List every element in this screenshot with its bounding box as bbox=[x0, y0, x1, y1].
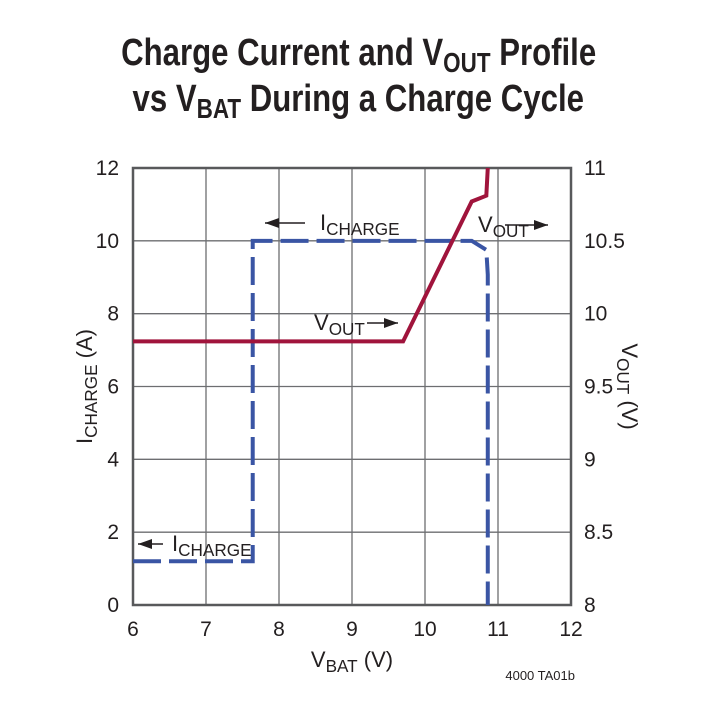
annotation-label-charge: ICHARGE bbox=[320, 210, 400, 239]
x-tick-label: 9 bbox=[346, 618, 358, 641]
y-right-tick-label: 10 bbox=[584, 303, 607, 326]
footnote-code: 4000 TA01b bbox=[505, 668, 575, 683]
y-right-tick-label: 8.5 bbox=[584, 521, 613, 544]
y-left-tick-label: 2 bbox=[107, 521, 119, 544]
y-right-tick-label: 10.5 bbox=[584, 230, 625, 253]
x-tick-label: 8 bbox=[273, 618, 285, 641]
series-line-vout bbox=[133, 167, 490, 344]
y-right-tick-label: 8 bbox=[584, 594, 596, 617]
arrow-right-icon bbox=[534, 220, 548, 230]
arrow-right-icon bbox=[384, 318, 398, 328]
arrow-left-icon bbox=[138, 539, 152, 549]
arrow-left-icon bbox=[265, 218, 279, 228]
annotation-label-out: VOUT bbox=[314, 310, 365, 339]
plot-frame bbox=[131, 166, 573, 607]
x-tick-label: 10 bbox=[413, 618, 436, 641]
y-right-tick-label: 9.5 bbox=[584, 376, 613, 399]
y-left-axis-label: ICHARGE (A) bbox=[72, 329, 101, 444]
chart-title-line2: vs VBAT During a Charge Cycle bbox=[132, 78, 585, 124]
y-right-tick-label: 11 bbox=[584, 157, 606, 180]
y-left-tick-label: 4 bbox=[107, 448, 119, 471]
y-left-tick-label: 12 bbox=[96, 157, 119, 180]
series-line-icharge bbox=[133, 238, 490, 605]
x-tick-label: 6 bbox=[127, 618, 139, 641]
x-tick-label: 12 bbox=[559, 618, 582, 641]
annotation-label-out: VOUT bbox=[478, 212, 529, 241]
chart-title-line1: Charge Current and VOUT Profile bbox=[120, 32, 597, 78]
y-left-tick-label: 8 bbox=[107, 303, 119, 326]
x-axis-label: VBAT (V) bbox=[311, 647, 393, 676]
y-right-tick-label: 9 bbox=[584, 448, 596, 471]
y-left-tick-label: 6 bbox=[107, 376, 119, 399]
y-left-tick-label: 10 bbox=[96, 230, 119, 253]
x-tick-label: 11 bbox=[487, 618, 509, 641]
y-left-tick-label: 0 bbox=[107, 594, 119, 617]
y-right-axis-label: VOUT (V) bbox=[613, 343, 642, 429]
annotation-label-charge: ICHARGE bbox=[172, 531, 252, 560]
x-tick-label: 7 bbox=[200, 618, 212, 641]
